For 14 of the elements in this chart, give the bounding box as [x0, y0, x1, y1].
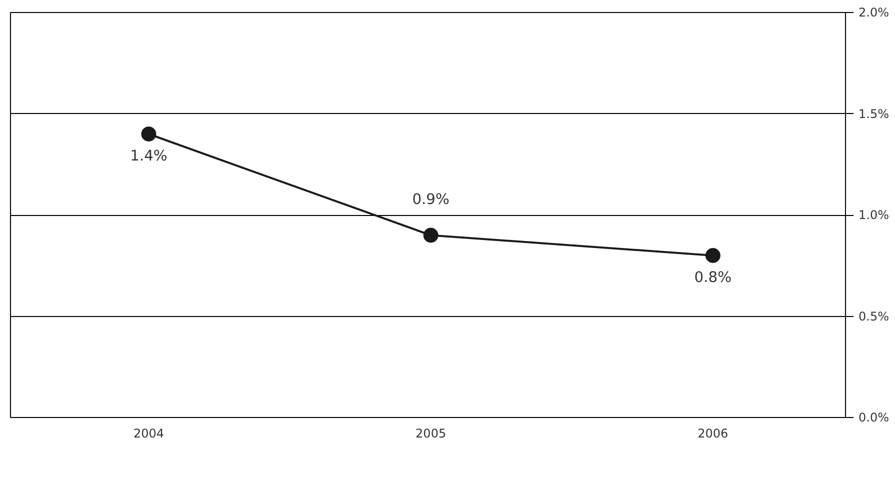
point	[423, 228, 438, 243]
y-tick-label: 1.5%	[858, 106, 889, 121]
data-label: 0.8%	[694, 269, 732, 286]
y-tick-label: 0.5%	[858, 309, 889, 324]
x-tick-label: 2006	[698, 426, 728, 440]
point	[705, 248, 720, 263]
x-tick-label: 2004	[133, 426, 164, 440]
x-tick-label: 2005	[416, 426, 446, 440]
y-tick-label: 1.0%	[858, 208, 889, 222]
data-label: 0.9%	[412, 190, 450, 208]
y-tick-label: 2.0%	[858, 6, 889, 20]
point	[141, 126, 156, 142]
data-label: 1.4%	[130, 148, 168, 164]
y-tick-label: 0.0%	[858, 410, 889, 424]
